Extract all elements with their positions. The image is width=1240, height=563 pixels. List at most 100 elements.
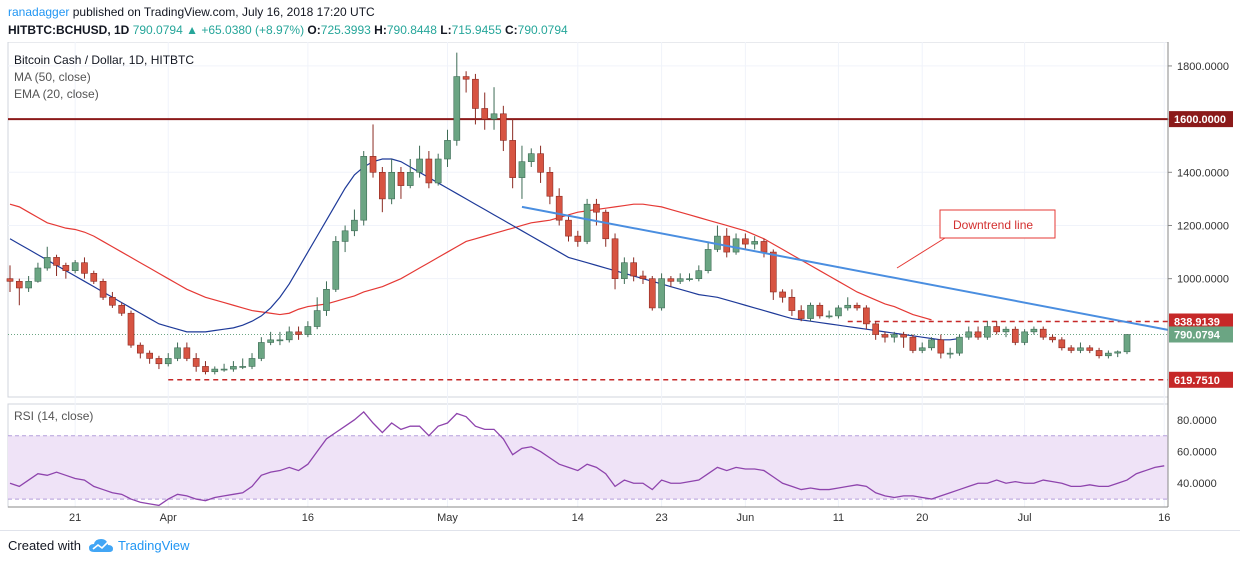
candle-body [462, 76, 470, 80]
candle-body [956, 336, 963, 354]
candle-body [174, 347, 181, 359]
candle-body [341, 230, 349, 242]
time-tick-label: May [437, 512, 458, 524]
candle-body [118, 304, 126, 314]
time-tick-label: 14 [572, 512, 584, 524]
time-tick-label: 16 [1158, 512, 1170, 524]
candle-body [369, 156, 377, 173]
candle-body [155, 358, 163, 365]
price-tick-label: 1800.0000 [1177, 61, 1229, 73]
candle-body [444, 140, 451, 160]
candle-body [267, 339, 274, 343]
candle-body [202, 366, 209, 373]
candle-body [1114, 351, 1122, 354]
candle-body [788, 296, 796, 311]
annotation-group: Downtrend line [939, 209, 1056, 239]
candle-body [1049, 336, 1056, 341]
candle-body [1095, 350, 1103, 357]
open-label: O: [307, 23, 321, 37]
rsi-line [9, 411, 1165, 507]
candle-body [99, 281, 107, 298]
time-tick-label: 16 [302, 512, 314, 524]
created-with-text: Created with [8, 538, 81, 553]
candle-body [323, 289, 330, 311]
rsi-tick-label: 60.0000 [1177, 447, 1217, 459]
candle-body [928, 339, 935, 349]
candle-body [639, 275, 647, 279]
time-tick-label: 20 [916, 512, 928, 524]
candle-body [527, 153, 535, 162]
candle-body [993, 326, 1001, 333]
low-value: 715.9455 [451, 23, 502, 37]
legend-group: Bitcoin Cash / Dollar, 1D, HITBTC MA (50… [14, 53, 194, 423]
chart-area[interactable]: 1000.0000 1200.0000 1400.0000 1600.0000 1800… [0, 41, 1240, 535]
candle-body [276, 339, 284, 342]
candle-body [602, 211, 610, 240]
candle-body [760, 241, 768, 253]
level-label-box [1169, 313, 1233, 330]
candle-body [1011, 328, 1019, 343]
candle-body [81, 262, 88, 274]
ema-legend: EMA (20, close) [14, 87, 99, 101]
candle-body [257, 342, 265, 359]
close-value: 790.0794 [132, 23, 183, 37]
candle-body [136, 344, 144, 354]
axes-group: 1000.0000 1200.0000 1400.0000 1600.0000 1800… [8, 42, 1233, 524]
candle-body [15, 281, 23, 289]
candle-body [555, 195, 563, 221]
candle-body [34, 267, 42, 282]
annotation-text: Downtrend line [953, 218, 1033, 232]
change-text: +65.0380 (+8.97%) [201, 23, 305, 37]
candle-body [211, 368, 219, 373]
open-value: 725.3993 [320, 23, 371, 37]
rsi-tick-label: 80.0000 [1177, 415, 1217, 427]
price-tick-label: 1400.0000 [1177, 167, 1229, 179]
level-label: 838.9139 [1174, 317, 1220, 329]
candle-body [1002, 328, 1010, 333]
candle-body [500, 113, 507, 141]
candle-body [379, 171, 386, 200]
ma-legend: MA (50, close) [14, 70, 91, 84]
candle-body [397, 171, 405, 186]
chart-header: ranadagger published on TradingView.com,… [0, 0, 1240, 44]
candle-body [388, 171, 395, 200]
candle-body [1077, 347, 1084, 351]
candle-body [565, 219, 572, 237]
c-value: 790.0794 [517, 23, 568, 37]
level-label: 1600.0000 [1174, 114, 1226, 126]
downtrend-line-group [521, 205, 1169, 331]
candle-body [1105, 352, 1112, 357]
last-price-label: 790.0794 [1174, 329, 1221, 341]
candle-body [1030, 328, 1038, 333]
candle-body [127, 312, 135, 346]
tradingview-link[interactable]: TradingView [118, 538, 190, 553]
annotation-box [939, 209, 1056, 239]
candle-body [146, 352, 153, 359]
candle-body [658, 278, 665, 309]
price-tick-label: 1000.0000 [1177, 274, 1229, 286]
candle-body [453, 76, 461, 141]
candle-body [472, 78, 479, 109]
candle-body [537, 153, 544, 173]
time-tick-label: Jul [1018, 512, 1032, 524]
price-chart-svg[interactable]: 1000.0000 1200.0000 1400.0000 1600.0000 1800… [0, 41, 1240, 530]
candle-body [695, 270, 703, 279]
horizontal-levels [8, 118, 1168, 381]
candle-body [751, 241, 758, 245]
candle-body [937, 339, 945, 354]
candle-body [769, 251, 777, 293]
candle-body [835, 307, 842, 317]
time-tick-label: Apr [160, 512, 177, 524]
candle-body [90, 273, 98, 282]
candle-body [71, 262, 79, 271]
candle-body [825, 315, 833, 318]
candle-body [109, 296, 116, 306]
candle-body [667, 278, 675, 282]
candle-body [946, 352, 954, 355]
candle-body [25, 281, 32, 289]
candle-body [648, 278, 656, 309]
change-arrow-icon: ▲ [186, 23, 198, 37]
candle-body [546, 171, 554, 197]
author-link[interactable]: ranadagger [8, 5, 70, 19]
candle-body [593, 203, 600, 213]
